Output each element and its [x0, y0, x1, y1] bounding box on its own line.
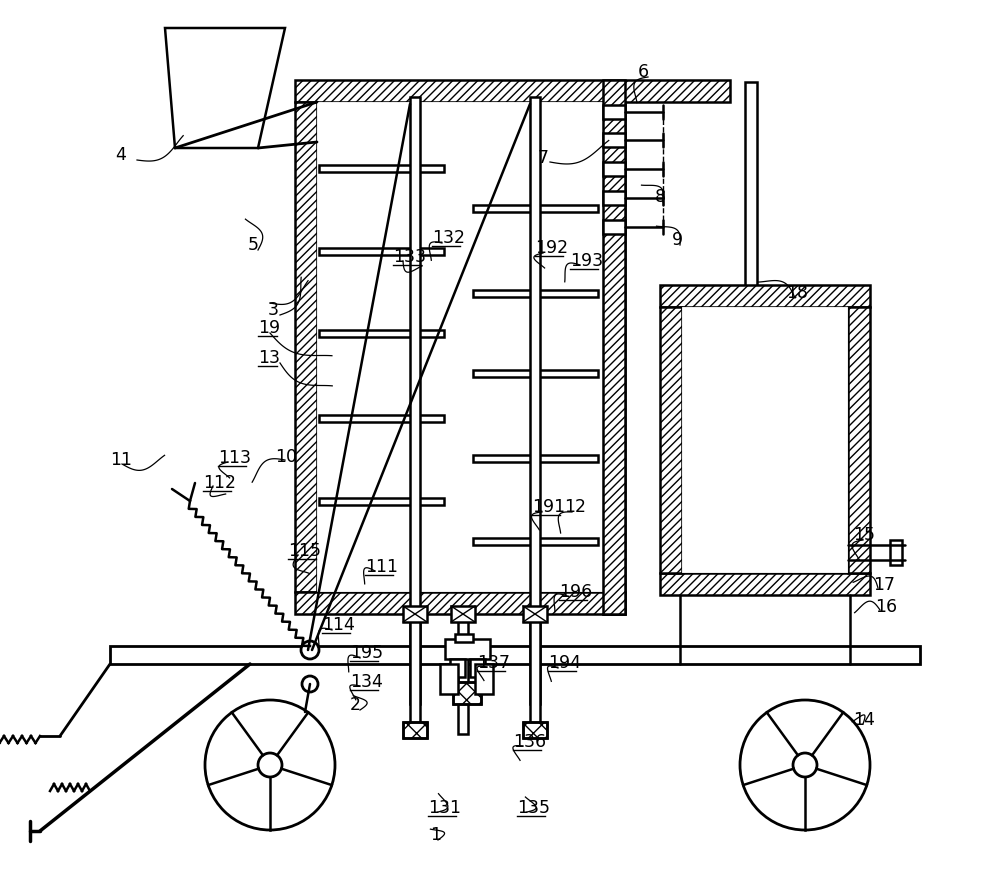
Bar: [603, 102, 625, 614]
Bar: [403, 722, 427, 738]
Bar: [473, 290, 598, 297]
Text: 8: 8: [655, 188, 666, 206]
Bar: [295, 592, 625, 614]
Bar: [319, 165, 444, 172]
Bar: [660, 285, 870, 307]
Circle shape: [793, 753, 817, 777]
Bar: [473, 455, 598, 462]
Bar: [530, 614, 540, 734]
Text: 11: 11: [110, 451, 132, 469]
Text: 134: 134: [350, 673, 383, 691]
Bar: [603, 220, 625, 234]
Bar: [458, 614, 468, 734]
Text: 14: 14: [853, 711, 875, 729]
Circle shape: [205, 700, 335, 830]
Bar: [410, 97, 420, 704]
Text: 3: 3: [268, 301, 279, 319]
Text: 16: 16: [875, 598, 897, 616]
Text: 114: 114: [322, 616, 355, 634]
Bar: [890, 540, 902, 565]
Bar: [848, 307, 870, 573]
Bar: [470, 659, 485, 677]
Text: 113: 113: [218, 449, 251, 467]
Text: 12: 12: [564, 498, 586, 516]
Text: 17: 17: [873, 576, 895, 594]
Text: 133: 133: [393, 248, 426, 266]
Circle shape: [302, 676, 318, 692]
Text: 131: 131: [428, 799, 461, 817]
Bar: [530, 97, 540, 704]
Bar: [403, 606, 427, 622]
Bar: [445, 639, 490, 659]
Text: 193: 193: [570, 252, 603, 270]
Text: 10: 10: [275, 448, 297, 466]
Bar: [403, 722, 427, 738]
Text: 19: 19: [258, 319, 280, 337]
Bar: [523, 722, 547, 738]
Text: 192: 192: [535, 239, 568, 257]
Text: 194: 194: [548, 654, 581, 672]
Bar: [603, 80, 625, 614]
Bar: [603, 162, 625, 176]
Bar: [473, 205, 598, 212]
Polygon shape: [165, 28, 285, 148]
Text: 115: 115: [288, 542, 321, 560]
Bar: [410, 614, 420, 734]
Bar: [453, 682, 481, 704]
Text: 1: 1: [430, 826, 441, 844]
Text: 195: 195: [350, 644, 383, 662]
Bar: [455, 634, 473, 642]
Text: 132: 132: [432, 229, 465, 247]
Bar: [473, 370, 598, 377]
Bar: [319, 498, 444, 505]
Bar: [440, 664, 458, 694]
Bar: [319, 330, 444, 337]
Bar: [660, 573, 870, 595]
Text: 6: 6: [638, 63, 649, 81]
Bar: [523, 606, 547, 622]
Bar: [603, 105, 625, 119]
Bar: [660, 307, 682, 573]
Circle shape: [258, 753, 282, 777]
Text: 15: 15: [853, 526, 875, 544]
Bar: [453, 682, 481, 704]
Bar: [745, 82, 757, 287]
Text: 112: 112: [203, 474, 236, 492]
Text: 7: 7: [538, 149, 549, 167]
Bar: [473, 538, 598, 545]
Bar: [451, 606, 475, 622]
Text: 135: 135: [517, 799, 550, 817]
Bar: [682, 307, 848, 573]
Bar: [319, 415, 444, 422]
Bar: [295, 80, 730, 102]
Bar: [475, 664, 493, 694]
Circle shape: [740, 700, 870, 830]
Bar: [110, 646, 920, 664]
Text: 13: 13: [258, 349, 280, 367]
Bar: [319, 248, 444, 255]
Text: 196: 196: [559, 583, 592, 601]
Bar: [603, 133, 625, 147]
Text: 137: 137: [477, 654, 510, 672]
Text: 136: 136: [513, 733, 546, 751]
Bar: [317, 102, 603, 592]
Bar: [523, 722, 547, 738]
Text: 191: 191: [532, 498, 565, 516]
Text: 111: 111: [365, 558, 398, 576]
Text: 18: 18: [786, 284, 808, 302]
Bar: [295, 102, 317, 592]
Text: 5: 5: [248, 236, 259, 254]
Text: 4: 4: [115, 146, 126, 164]
Bar: [450, 659, 465, 677]
Bar: [603, 191, 625, 205]
Text: 9: 9: [672, 231, 683, 249]
Text: 2: 2: [350, 696, 361, 714]
Circle shape: [301, 641, 319, 659]
